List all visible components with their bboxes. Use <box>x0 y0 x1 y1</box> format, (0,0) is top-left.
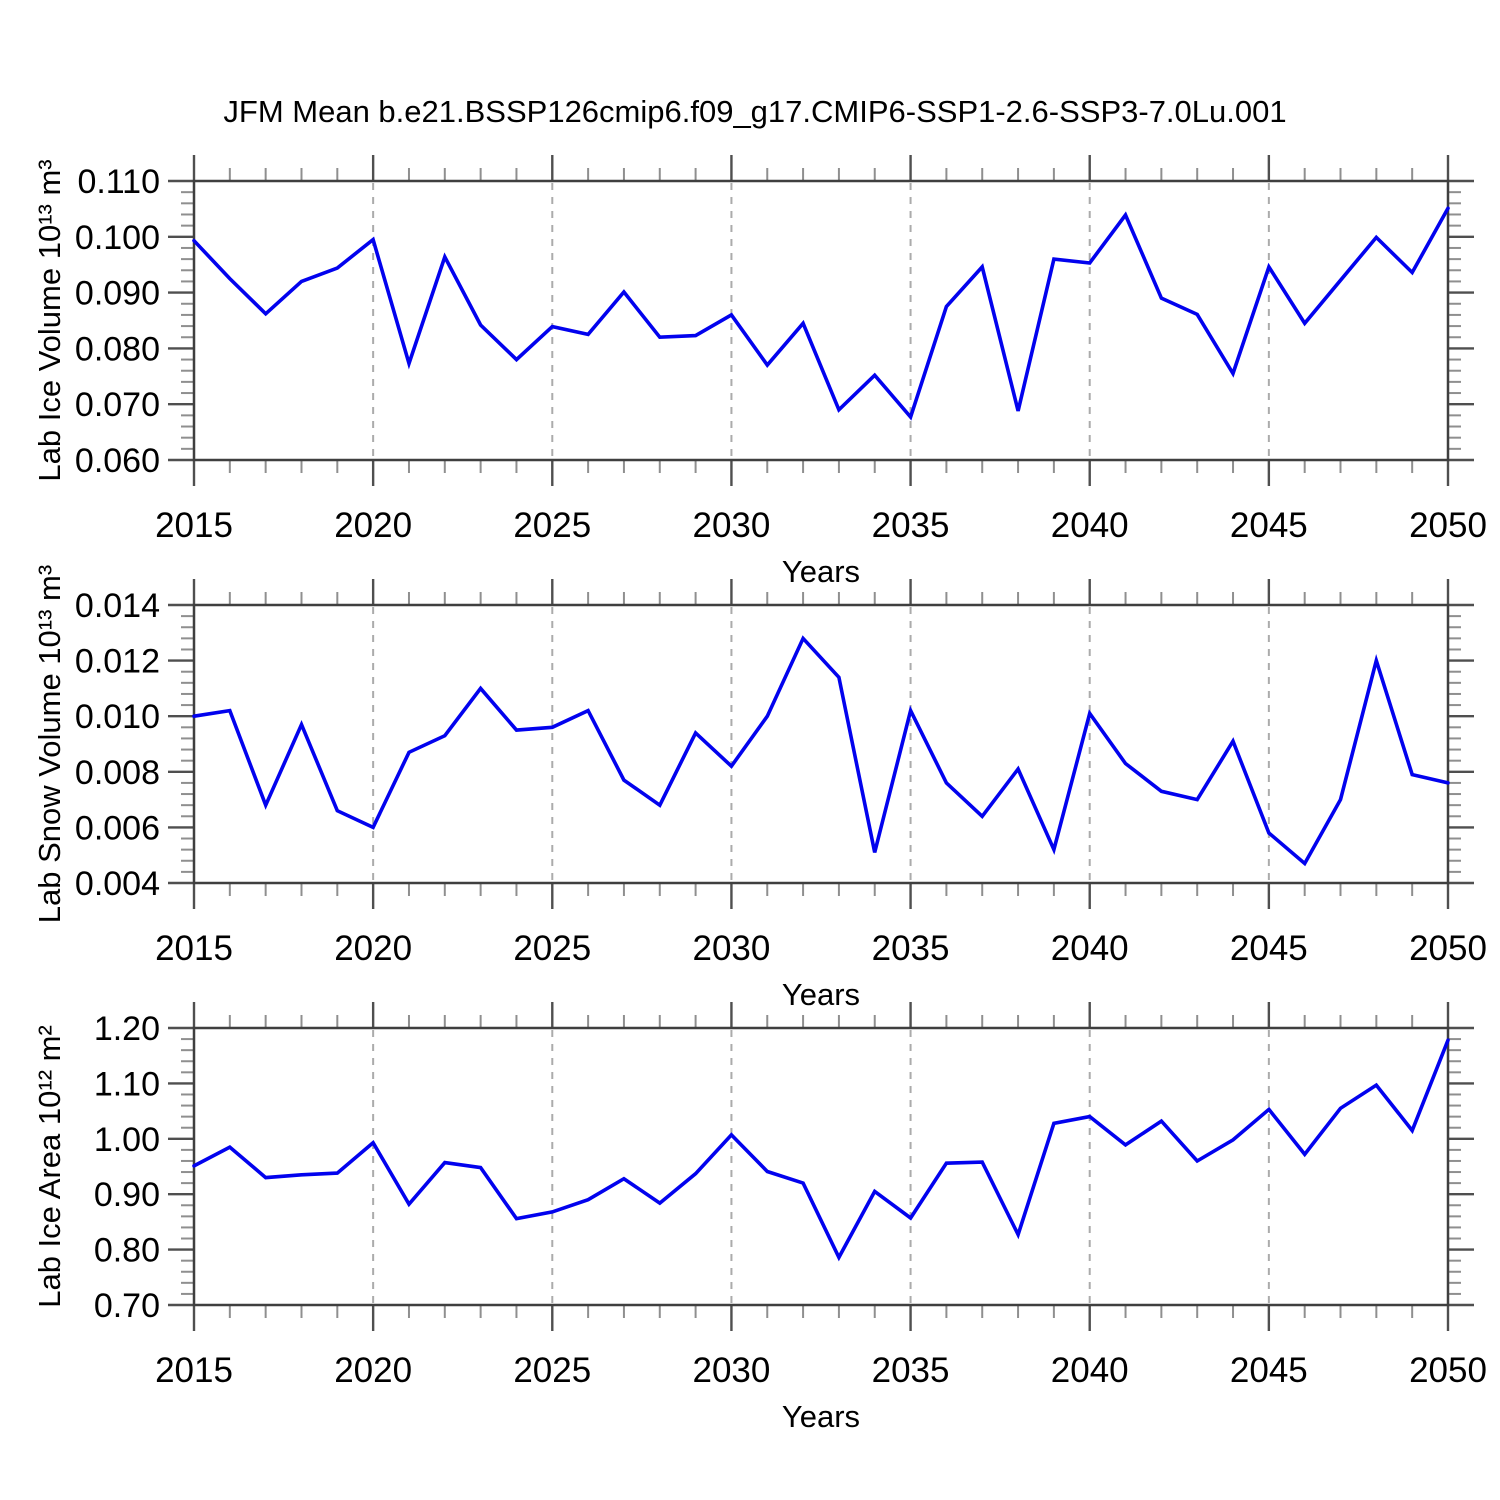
y-tick-label: 1.00 <box>94 1121 160 1159</box>
y-tick-label: 0.060 <box>75 442 160 480</box>
panel-3: 0.70 0.80 0.90 1.00 1.10 1.20 2015 2020 2025 2030… <box>32 1002 1487 1434</box>
y-axis-title: Lab Ice Volume 10¹³ m³ <box>32 159 67 481</box>
y-tick-label: 0.110 <box>77 163 160 201</box>
y-tick-label: 0.90 <box>94 1176 160 1214</box>
x-tick-label: 2035 <box>872 506 950 545</box>
x-tick-label: 2015 <box>155 1351 233 1390</box>
y-tick-label: 0.090 <box>75 275 160 313</box>
figure-title: JFM Mean b.e21.BSSP126cmip6.f09_g17.CMIP… <box>223 94 1287 129</box>
x-axis-title: Years <box>782 1399 860 1434</box>
x-tick-label: 2025 <box>513 1351 591 1390</box>
y-tick-label: 0.100 <box>75 219 160 257</box>
y-tick-label: 0.008 <box>75 754 160 792</box>
x-tick-label: 2020 <box>334 929 412 968</box>
y-tick-label: 0.010 <box>75 698 160 736</box>
y-tick-label: 0.006 <box>75 809 160 847</box>
plot-frame <box>192 179 1450 462</box>
y-tick-label: 0.014 <box>75 587 160 625</box>
y-tick-label: 0.080 <box>75 330 160 368</box>
x-axis-title: Years <box>782 977 860 1012</box>
data-line-series <box>192 635 1450 867</box>
x-tick-label: 2020 <box>334 1351 412 1390</box>
y-tick-label: 1.10 <box>94 1065 160 1103</box>
y-tick-label: 0.70 <box>94 1287 160 1325</box>
y-tick-label: 0.004 <box>75 865 160 903</box>
panel-1: 0.060 0.070 0.080 0.090 0.100 0.110 2015 2020 20… <box>32 155 1487 589</box>
x-axis-title: Years <box>782 554 860 589</box>
data-line-series <box>192 206 1450 421</box>
data-line-series <box>192 1038 1450 1262</box>
x-tick-label: 2045 <box>1230 1351 1308 1390</box>
x-tick-label: 2020 <box>334 506 412 545</box>
x-tick-label: 2050 <box>1409 506 1487 545</box>
x-tick-label: 2030 <box>692 506 770 545</box>
x-tick-label: 2035 <box>872 929 950 968</box>
plot-frame <box>192 1026 1450 1307</box>
y-axis-title: Lab Snow Volume 10¹³ m³ <box>32 565 67 923</box>
x-tick-label: 2040 <box>1051 929 1129 968</box>
y-tick-label: 1.20 <box>94 1010 160 1048</box>
x-tick-label: 2050 <box>1409 1351 1487 1390</box>
x-tick-label: 2015 <box>155 506 233 545</box>
x-tick-label: 2040 <box>1051 1351 1129 1390</box>
plot-frame <box>192 603 1450 885</box>
x-tick-label: 2030 <box>692 929 770 968</box>
x-tick-label: 2030 <box>692 1351 770 1390</box>
x-tick-label: 2045 <box>1230 506 1308 545</box>
x-tick-label: 2035 <box>872 1351 950 1390</box>
x-tick-label: 2025 <box>513 929 591 968</box>
x-tick-label: 2050 <box>1409 929 1487 968</box>
y-tick-label: 0.80 <box>94 1232 160 1270</box>
x-tick-label: 2015 <box>155 929 233 968</box>
x-tick-label: 2025 <box>513 506 591 545</box>
y-axis-title: Lab Ice Area 10¹² m² <box>32 1025 67 1308</box>
panel-2: 0.004 0.006 0.008 0.010 0.012 0.014 2015 2020 20… <box>32 565 1487 1012</box>
x-tick-label: 2045 <box>1230 929 1308 968</box>
y-tick-label: 0.070 <box>75 386 160 424</box>
y-tick-label: 0.012 <box>75 643 160 681</box>
x-tick-label: 2040 <box>1051 506 1129 545</box>
